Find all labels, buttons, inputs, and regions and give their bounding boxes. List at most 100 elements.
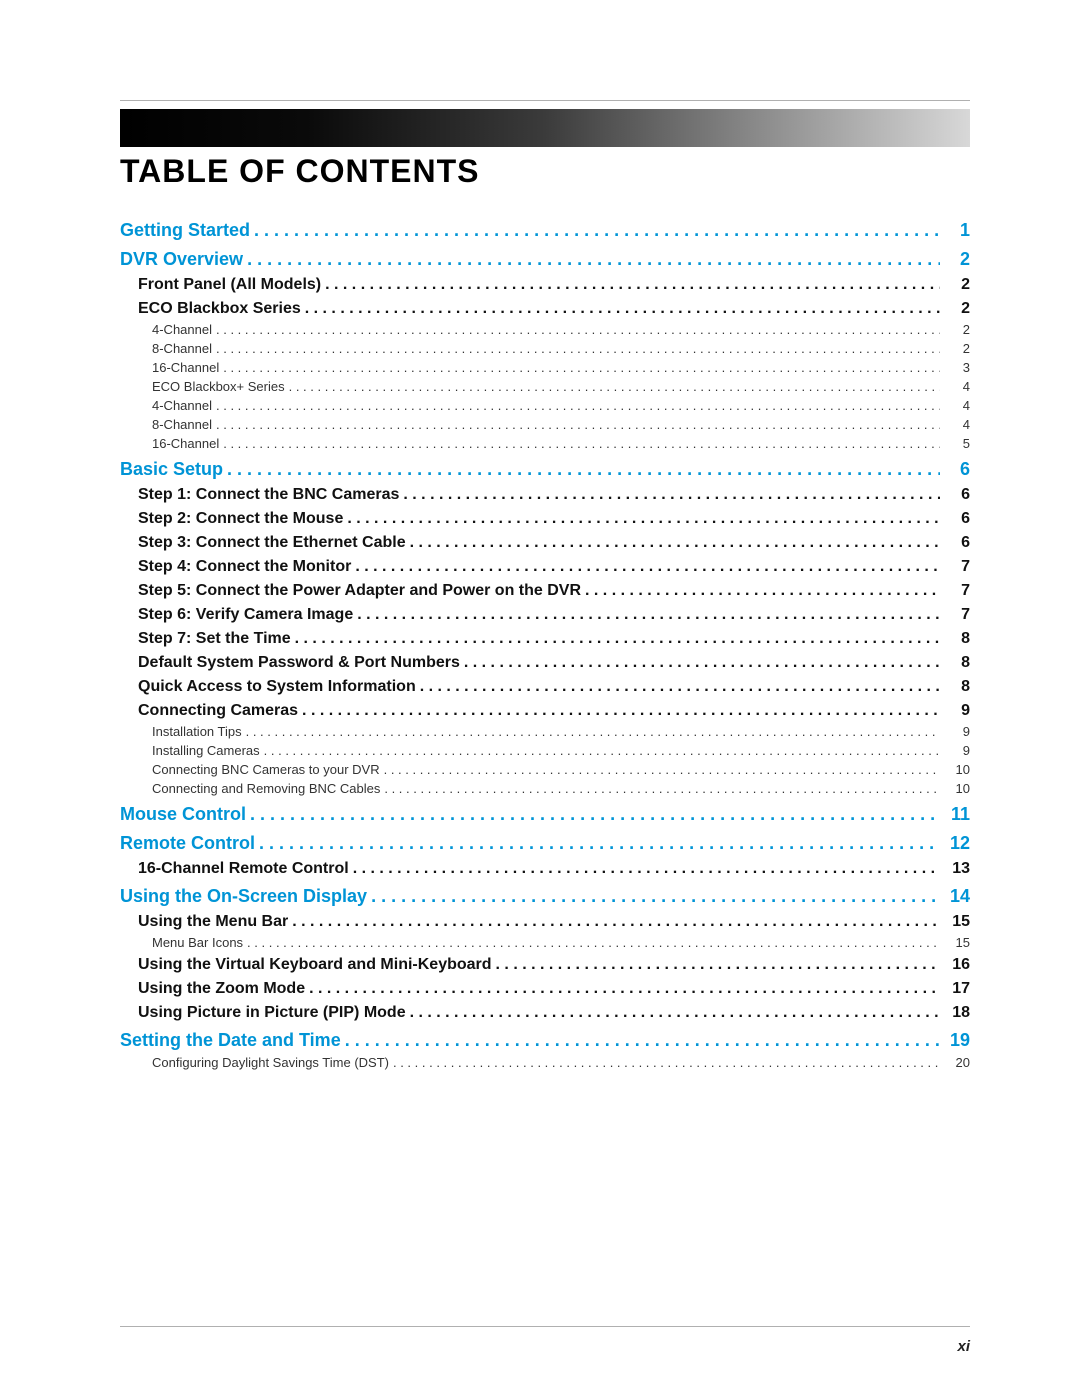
toc-entry-page: 4 [944,379,970,394]
toc-leader-dots [289,379,940,394]
toc-entry-page: 1 [944,220,970,241]
toc-entry-label: Mouse Control [120,804,246,825]
toc-entry-label: Installing Cameras [152,743,260,758]
toc-entry-page: 5 [944,436,970,451]
toc-leader-dots [292,913,940,931]
toc-entry-label: Step 2: Connect the Mouse [138,510,343,528]
toc-entry: ECO Blackbox Series2 [120,300,970,318]
toc-entry-label: 8-Channel [152,341,212,356]
toc-leader-dots [216,398,940,413]
footer-rule [120,1326,970,1327]
toc-leader-dots [223,360,940,375]
toc-entry-page: 6 [944,534,970,552]
toc-entry: Step 2: Connect the Mouse6 [120,510,970,528]
toc-entry: 8-Channel 2 [120,341,970,356]
toc-leader-dots [384,781,940,796]
toc-entry-label: Using the Virtual Keyboard and Mini-Keyb… [138,956,492,974]
toc-entry-page: 2 [944,341,970,356]
toc-entry: Connecting and Removing BNC Cables 10 [120,781,970,796]
toc-leader-dots [295,630,940,648]
toc-leader-dots [371,886,940,907]
top-rule [120,100,970,101]
toc-leader-dots [345,1030,940,1051]
toc-entry: Step 1: Connect the BNC Cameras6 [120,486,970,504]
toc-entry: Step 7: Set the Time8 [120,630,970,648]
toc-entry-label: Connecting Cameras [138,702,298,720]
toc-leader-dots [420,678,940,696]
toc-entry-page: 13 [944,860,970,878]
toc-entry-label: Using the On-Screen Display [120,886,367,907]
toc-entry-label: 4-Channel [152,398,212,413]
toc-entry-label: Step 1: Connect the BNC Cameras [138,486,399,504]
toc-leader-dots [216,322,940,337]
toc-leader-dots [410,534,940,552]
toc-leader-dots [216,417,940,432]
toc-leader-dots [496,956,940,974]
page-number: xi [957,1338,970,1355]
toc-leader-dots [347,510,940,528]
toc-leader-dots [259,833,940,854]
toc-entry: Connecting Cameras9 [120,702,970,720]
toc-leader-dots [353,860,940,878]
toc-entry: 8-Channel4 [120,417,970,432]
toc-leader-dots [302,702,940,720]
toc-entry-label: Step 6: Verify Camera Image [138,606,353,624]
page-title: TABLE OF CONTENTS [120,153,970,190]
toc-entry-page: 7 [944,606,970,624]
toc-entry-page: 18 [944,1004,970,1022]
table-of-contents: Getting Started1DVR Overview2Front Panel… [120,220,970,1070]
toc-entry-label: Using the Menu Bar [138,913,288,931]
toc-entry-label: Basic Setup [120,459,223,480]
toc-entry-label: Installation Tips [152,724,242,739]
toc-entry-label: Step 3: Connect the Ethernet Cable [138,534,406,552]
toc-entry-page: 4 [944,398,970,413]
toc-leader-dots [250,804,940,825]
toc-entry-label: 16-Channel Remote Control [138,860,349,878]
toc-entry-page: 8 [944,654,970,672]
toc-entry-label: Default System Password & Port Numbers [138,654,460,672]
toc-entry-label: Getting Started [120,220,250,241]
toc-entry-label: Using the Zoom Mode [138,980,305,998]
toc-entry-label: 8-Channel [152,417,212,432]
toc-entry: 4-Channel2 [120,322,970,337]
toc-leader-dots [355,558,940,576]
toc-entry-page: 8 [944,630,970,648]
toc-entry-page: 9 [944,743,970,758]
toc-leader-dots [216,341,940,356]
toc-leader-dots [309,980,940,998]
toc-entry-label: Setting the Date and Time [120,1030,341,1051]
toc-entry-page: 20 [944,1055,970,1070]
toc-entry: Setting the Date and Time 19 [120,1030,970,1051]
toc-entry-label: Remote Control [120,833,255,854]
toc-entry-page: 17 [944,980,970,998]
toc-entry-page: 3 [944,360,970,375]
toc-entry: Using the On-Screen Display 14 [120,886,970,907]
toc-entry-label: Quick Access to System Information [138,678,416,696]
toc-entry-page: 10 [944,781,970,796]
toc-entry-page: 7 [944,582,970,600]
toc-entry-page: 15 [944,913,970,931]
toc-leader-dots [246,724,940,739]
toc-entry-page: 19 [944,1030,970,1051]
toc-entry: Step 6: Verify Camera Image 7 [120,606,970,624]
toc-entry-page: 9 [944,724,970,739]
toc-entry: Installation Tips 9 [120,724,970,739]
toc-leader-dots [227,459,940,480]
toc-entry: Remote Control 12 [120,833,970,854]
toc-leader-dots [247,935,940,950]
toc-entry-label: 4-Channel [152,322,212,337]
toc-leader-dots [393,1055,940,1070]
toc-entry: Menu Bar Icons15 [120,935,970,950]
toc-entry-page: 12 [944,833,970,854]
toc-entry-page: 6 [944,459,970,480]
toc-entry: DVR Overview2 [120,249,970,270]
toc-entry-label: Step 5: Connect the Power Adapter and Po… [138,582,581,600]
toc-entry-label: 16-Channel [152,360,219,375]
toc-entry-page: 14 [944,886,970,907]
toc-entry: 16-Channel5 [120,436,970,451]
toc-entry-label: Configuring Daylight Savings Time (DST) [152,1055,389,1070]
toc-entry-label: Connecting and Removing BNC Cables [152,781,380,796]
toc-entry: Configuring Daylight Savings Time (DST) 2… [120,1055,970,1070]
toc-leader-dots [410,1004,940,1022]
toc-leader-dots [357,606,940,624]
